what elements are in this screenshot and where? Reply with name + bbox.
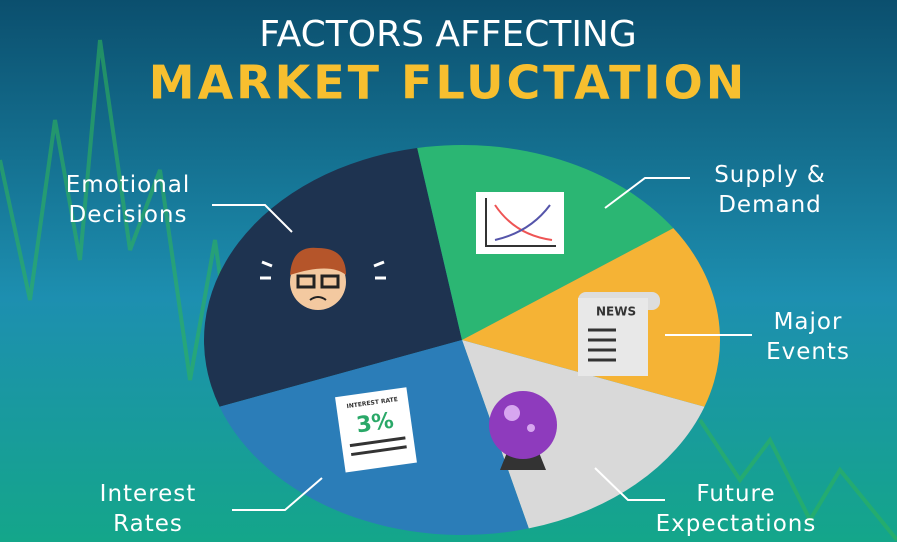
interest-rate-icon: INTEREST RATE 3% [335, 387, 417, 472]
title-line-2: MARKET FLUCTATION [149, 56, 747, 110]
news-text: NEWS [596, 305, 636, 319]
infographic: FACTORS AFFECTING MARKET FLUCTATION NEWS [0, 0, 897, 542]
supply-demand-icon [476, 192, 564, 254]
title-line-1: FACTORS AFFECTING [259, 14, 637, 55]
interest-value: 3% [355, 408, 395, 438]
news-icon: NEWS [578, 292, 660, 376]
